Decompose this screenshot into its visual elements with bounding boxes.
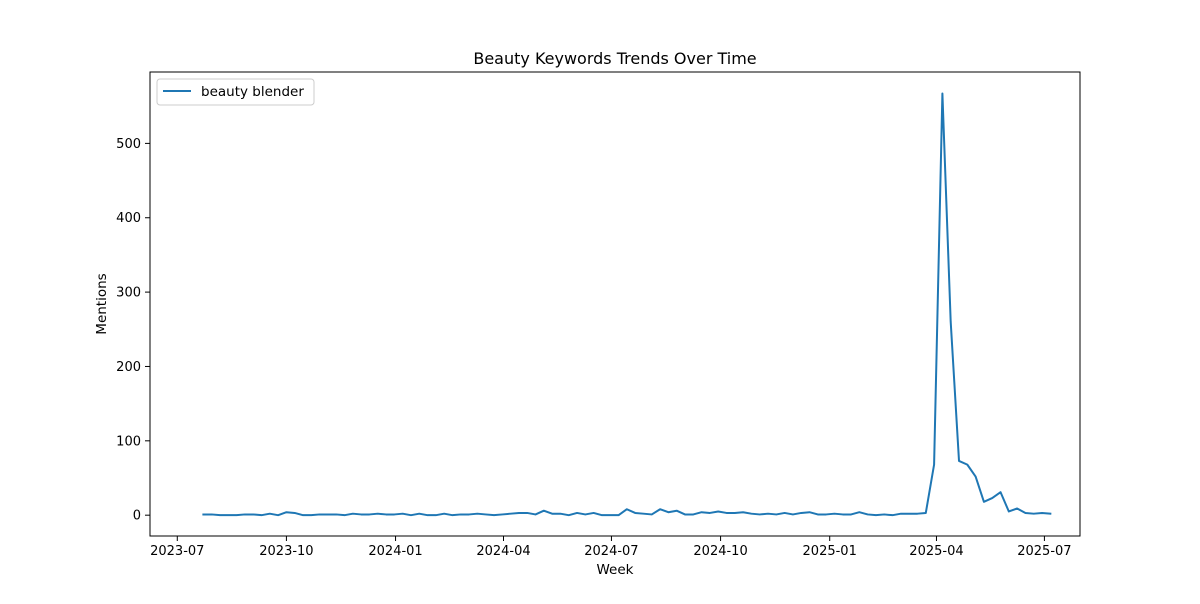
y-tick-label: 100: [116, 434, 141, 449]
series-line-0: [202, 92, 1052, 517]
x-tick-label: 2025-07: [1017, 544, 1071, 559]
legend-label: beauty blender: [201, 84, 304, 100]
x-tick-label: 2024-10: [693, 544, 747, 559]
plot-frame: [149, 71, 1081, 537]
chart-title: Beauty Keywords Trends Over Time: [473, 49, 756, 68]
series-layer: [202, 92, 1052, 517]
y-tick-label: 0: [133, 509, 141, 524]
x-tick-label: 2024-01: [368, 544, 422, 559]
legend-box: [156, 78, 315, 106]
x-tick-label: 2024-07: [584, 544, 638, 559]
y-tick-label: 300: [116, 286, 141, 301]
x-tick-label: 2023-07: [150, 544, 204, 559]
x-axis-label: Week: [597, 562, 634, 578]
x-tick-label: 2025-01: [803, 544, 857, 559]
x-tick-label: 2024-04: [476, 544, 530, 559]
y-tick-label: 500: [116, 137, 141, 152]
axis-ticks: 2023-07 2023-10 2024-01 2024-04 2024-07 2024-…: [116, 137, 1071, 559]
y-tick-label: 200: [116, 360, 141, 375]
x-tick-label: 2025-04: [909, 544, 963, 559]
y-tick-label: 400: [116, 211, 141, 226]
x-tick-label: 2023-10: [259, 544, 313, 559]
y-axis-label: Mentions: [94, 273, 110, 334]
legend: beauty blender: [156, 78, 315, 106]
